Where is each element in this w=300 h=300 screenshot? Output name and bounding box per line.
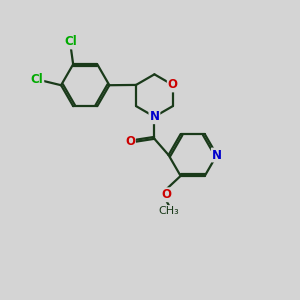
Text: N: N <box>149 110 159 123</box>
Text: O: O <box>161 188 171 201</box>
Text: Cl: Cl <box>31 73 43 86</box>
Text: O: O <box>125 135 135 148</box>
Text: O: O <box>168 78 178 92</box>
Text: CH₃: CH₃ <box>158 206 179 216</box>
Text: N: N <box>212 148 222 161</box>
Text: Cl: Cl <box>64 35 77 48</box>
